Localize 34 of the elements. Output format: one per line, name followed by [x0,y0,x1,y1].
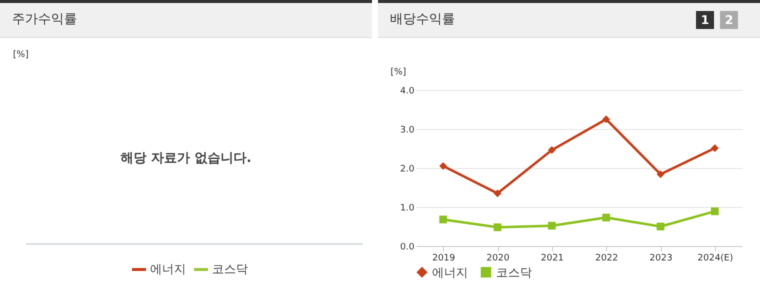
point [656,222,664,230]
point [439,216,448,224]
legend-label: 코스닥 [212,262,248,276]
y-tick-label: 0.0 [400,242,415,252]
legend-label: 코스닥 [496,265,532,280]
y-tick-label: 1.0 [400,204,415,214]
point [548,222,556,230]
point [494,189,502,198]
point [710,207,719,216]
point [548,146,556,154]
legend-label: 에너지 [432,265,468,280]
point [494,223,502,232]
text: 주가수익률 [0,3,372,38]
point [602,115,610,124]
text: 해당 자료가 없습니다. [120,151,252,166]
x-tick-label: 2019 [432,254,456,264]
legend-label: 에너지 [150,262,186,276]
y-tick-label: 2.0 [400,164,415,174]
point [710,144,719,152]
y-axis-title: [%] [390,68,406,78]
point [439,162,448,170]
x-tick-label: 2020 [486,254,510,264]
page-button: 2 [720,11,738,29]
point [656,170,664,178]
page-button: 1 [696,11,714,29]
chart-title: 배당수익률 [390,12,455,27]
text: [%] [13,50,29,60]
x-tick-label: 2024(E) [698,254,734,264]
y-tick-label: 4.0 [400,86,415,96]
y-tick-label: 3.0 [400,126,415,136]
x-tick-label: 2023 [650,254,672,264]
x-tick-label: 2021 [540,254,564,264]
x-tick-label: 2022 [595,254,618,264]
point [602,214,610,222]
